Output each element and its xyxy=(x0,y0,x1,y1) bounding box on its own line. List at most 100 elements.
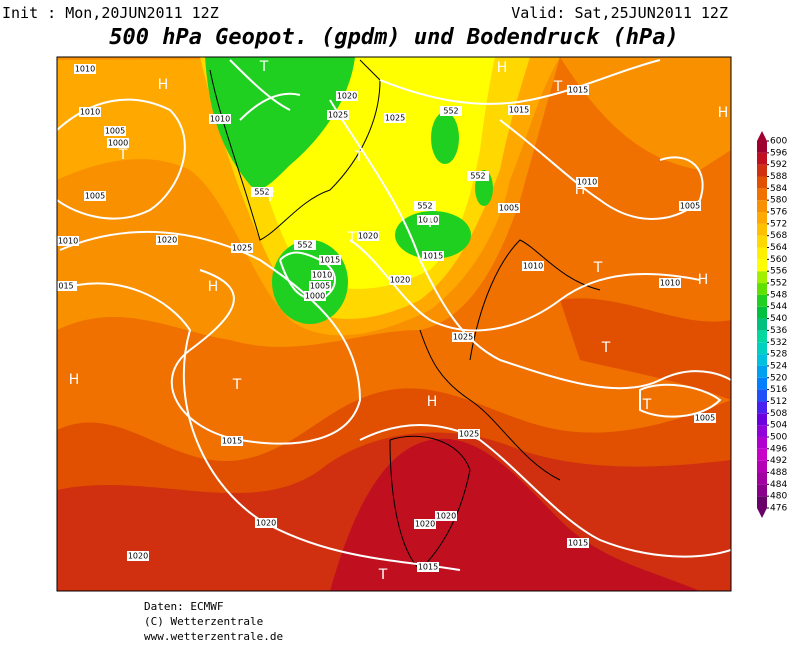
colorbar-band xyxy=(757,389,767,402)
colorbar-label: 568 xyxy=(770,231,787,241)
colorbar-end xyxy=(757,131,767,141)
colorbar-band xyxy=(757,377,767,390)
colorbar-band xyxy=(757,472,767,485)
colorbar-label: 480 xyxy=(770,492,787,502)
isobar-label: 1025 xyxy=(328,111,348,120)
colorbar-label: 544 xyxy=(770,302,787,312)
isobar xyxy=(57,282,461,571)
footer-source: Daten: ECMWF xyxy=(144,600,223,613)
isobar-label: 1005 xyxy=(680,202,700,211)
isobar-label-box xyxy=(231,243,253,253)
pressure-center: T xyxy=(347,230,357,246)
isobar-label-box xyxy=(319,255,341,265)
colorbar-label: 584 xyxy=(770,184,787,194)
colorbar-band xyxy=(757,283,767,295)
isobar-label-box xyxy=(422,251,444,261)
isobar-label-box xyxy=(567,85,589,95)
isobar-label: 1025 xyxy=(385,114,405,123)
colorbar-band xyxy=(757,212,767,224)
colorbar-band xyxy=(757,342,767,355)
colorbar-label: 596 xyxy=(770,148,787,158)
isobar-label: 1010 xyxy=(58,237,78,246)
isobar-label-box xyxy=(104,126,126,136)
isobar xyxy=(379,59,661,105)
isobar-label: 1020 xyxy=(358,232,378,241)
isobar-label-box xyxy=(327,110,349,120)
isobar-label: 1015 xyxy=(568,539,588,548)
footer-copyright: (C) Wetterzentrale xyxy=(144,615,263,628)
colorbar-band xyxy=(757,413,767,426)
pressure-center: H xyxy=(69,372,80,388)
isobar-label-box xyxy=(221,436,243,446)
isobar-label-box xyxy=(522,261,544,271)
isobar-label: 1000 xyxy=(305,292,325,301)
isobar-label: 1010 xyxy=(210,115,230,124)
pressure-center: T xyxy=(378,567,388,583)
colorbar-label: 520 xyxy=(770,373,787,383)
isobar-label-box xyxy=(452,332,474,342)
isobar-label: 1025 xyxy=(459,430,479,439)
isobar-label: 1010 xyxy=(80,108,100,117)
field-592 xyxy=(330,438,700,591)
isobar-label: 1015 xyxy=(509,106,529,115)
pressure-center: T xyxy=(118,147,128,163)
colorbar-label: 516 xyxy=(770,385,787,395)
isobar-label-box xyxy=(251,187,273,197)
isobar-label: 1020 xyxy=(157,236,177,245)
isobar-label: 552 xyxy=(417,202,432,211)
pressure-center: T xyxy=(259,59,269,75)
isobar-label: 1000 xyxy=(108,139,128,148)
isobar xyxy=(349,239,701,332)
isobar-label-box xyxy=(508,105,530,115)
isobar-label-box xyxy=(679,201,701,211)
pressure-center: T xyxy=(232,377,242,393)
pressure-center: T xyxy=(553,79,563,95)
isobar-label-box xyxy=(127,551,149,561)
isobar-label: 1005 xyxy=(695,414,715,423)
colorbar-band xyxy=(757,436,767,449)
colorbar-band xyxy=(757,496,767,508)
footer-url: www.wetterzentrale.de xyxy=(144,630,283,643)
isobar xyxy=(57,98,186,220)
colorbar-band xyxy=(757,223,767,236)
isobar-label: 1020 xyxy=(436,512,456,521)
isobar-label: 1020 xyxy=(390,276,410,285)
colorbar-band xyxy=(757,330,767,343)
isobar-label-box xyxy=(694,413,716,423)
colorbar-band xyxy=(757,247,767,260)
isobar-label-box xyxy=(357,231,379,241)
isobar-label-box xyxy=(57,236,79,246)
isobar-label: 1025 xyxy=(453,333,473,342)
colorbar-label: 576 xyxy=(770,208,787,218)
pressure-center: T xyxy=(265,189,275,205)
isobar-label-box xyxy=(498,203,520,213)
colorbar-label: 540 xyxy=(770,314,787,324)
colorbar-label: 532 xyxy=(770,338,787,348)
colorbar-label: 496 xyxy=(770,444,787,454)
colorbar-band xyxy=(757,200,767,213)
field-552-greenland xyxy=(205,57,355,189)
colorbar-label: 548 xyxy=(770,290,787,300)
colorbar-band xyxy=(757,141,767,153)
isobar-label: 1020 xyxy=(415,520,435,529)
colorbar-band xyxy=(757,235,767,248)
isobar-label-box xyxy=(336,91,358,101)
pressure-center: T xyxy=(601,340,611,356)
isobar-label: 1025 xyxy=(232,244,252,253)
pressure-center: H xyxy=(497,60,508,76)
isobar-label: 1015 xyxy=(418,563,438,572)
isobar-label: 1005 xyxy=(310,282,330,291)
colorbar: 4764804844884924965005045085125165205245… xyxy=(757,131,787,518)
colorbar-label: 588 xyxy=(770,172,787,182)
colorbar-label: 524 xyxy=(770,361,787,371)
colorbar-band xyxy=(757,294,767,307)
colorbar-band xyxy=(757,354,767,366)
colorbar-band xyxy=(757,259,767,272)
colorbar-label: 580 xyxy=(770,196,787,206)
field-552-north xyxy=(431,112,459,164)
colorbar-band xyxy=(757,176,767,189)
isobar-label-box xyxy=(294,240,316,250)
colorbar-label: 592 xyxy=(770,160,787,170)
coast-greenland xyxy=(209,59,381,241)
